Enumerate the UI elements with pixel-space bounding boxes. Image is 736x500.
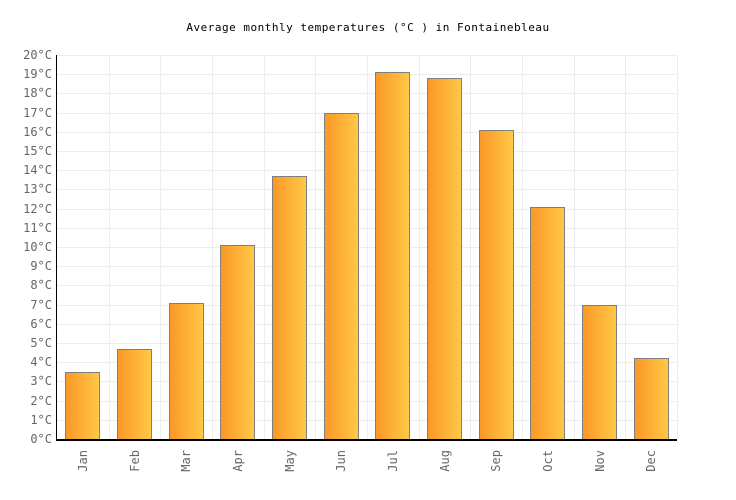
gridline-horizontal: [57, 74, 677, 76]
gridline-horizontal: [57, 247, 677, 248]
bar-apr: [220, 245, 256, 439]
x-tick-label-sep: Sep: [489, 450, 504, 472]
bar-aug: [427, 78, 462, 439]
y-tick-label: 11°C: [23, 220, 52, 235]
x-tick-label-jul: Jul: [385, 450, 400, 472]
y-tick-label: 16°C: [23, 124, 52, 139]
x-tick-label-jun: Jun: [334, 450, 349, 472]
gridline-vertical: [573, 55, 575, 439]
gridline-horizontal: [57, 55, 677, 56]
y-tick-label: 15°C: [23, 144, 52, 158]
gridline-vertical: [677, 55, 678, 439]
y-tick-label: 4°C: [30, 355, 52, 370]
gridline-horizontal: [57, 189, 677, 191]
bar-mar: [168, 302, 204, 439]
gridline-vertical: [470, 55, 472, 439]
y-tick-label: 10°C: [23, 240, 52, 254]
gridline-vertical: [212, 55, 213, 439]
gridline-vertical: [418, 55, 420, 439]
x-tick-label-jan: Jan: [75, 450, 90, 472]
bar-sep: [478, 129, 514, 439]
y-tick-label: 13°C: [23, 182, 52, 197]
gridline-vertical: [625, 55, 627, 439]
x-tick-label-nov: Nov: [592, 450, 607, 472]
bar-jan: [65, 371, 101, 439]
gridline-vertical: [367, 55, 368, 439]
y-tick-label: 6°C: [30, 316, 52, 331]
y-tick-label: 18°C: [23, 86, 52, 101]
gridline-horizontal: [57, 208, 677, 210]
y-tick-label: 9°C: [30, 259, 52, 274]
y-tick-label: 1°C: [30, 412, 52, 427]
bar-nov: [582, 304, 617, 439]
gridline-horizontal: [57, 170, 677, 172]
y-tick-label: 0°C: [30, 432, 52, 446]
gridline-vertical: [160, 55, 162, 439]
x-tick-label-dec: Dec: [644, 450, 659, 472]
y-tick-label: 20°C: [23, 48, 52, 62]
bar-jun: [323, 112, 359, 439]
y-tick-label: 12°C: [23, 201, 52, 216]
y-tick-label: 7°C: [30, 297, 52, 312]
y-tick-label: 5°C: [30, 336, 52, 350]
y-axis-line: [55, 55, 57, 441]
y-tick-label: 2°C: [30, 393, 52, 408]
gridline-horizontal: [57, 285, 677, 287]
y-tick-label: 17°C: [23, 105, 52, 120]
gridline-horizontal: [57, 227, 677, 229]
bar-jul: [375, 72, 411, 439]
gridline-vertical: [522, 55, 523, 439]
chart-title: Average monthly temperatures (°C ) in Fo…: [186, 21, 550, 34]
x-tick-label-aug: Aug: [437, 450, 452, 472]
x-tick-label-mar: Mar: [179, 450, 194, 472]
gridline-vertical: [263, 55, 265, 439]
gridline-horizontal: [57, 151, 677, 152]
bar-oct: [530, 206, 566, 439]
bar-dec: [633, 358, 669, 439]
gridline-horizontal: [57, 112, 677, 114]
bar-may: [272, 175, 307, 439]
y-tick-label: 14°C: [23, 163, 52, 178]
gridline-horizontal: [57, 266, 677, 268]
x-tick-label-apr: Apr: [230, 450, 245, 472]
y-tick-label: 3°C: [30, 374, 52, 389]
bar-feb: [117, 348, 152, 439]
gridline-horizontal: [57, 131, 677, 133]
x-tick-label-oct: Oct: [540, 450, 555, 472]
gridline-horizontal: [57, 93, 677, 95]
x-tick-label-may: May: [282, 450, 297, 472]
y-tick-label: 8°C: [30, 278, 52, 293]
x-tick-label-feb: Feb: [127, 450, 142, 472]
y-tick-label: 19°C: [23, 67, 52, 82]
gridline-vertical: [315, 55, 317, 439]
gridline-vertical: [108, 55, 110, 439]
x-axis-line: [55, 439, 677, 441]
